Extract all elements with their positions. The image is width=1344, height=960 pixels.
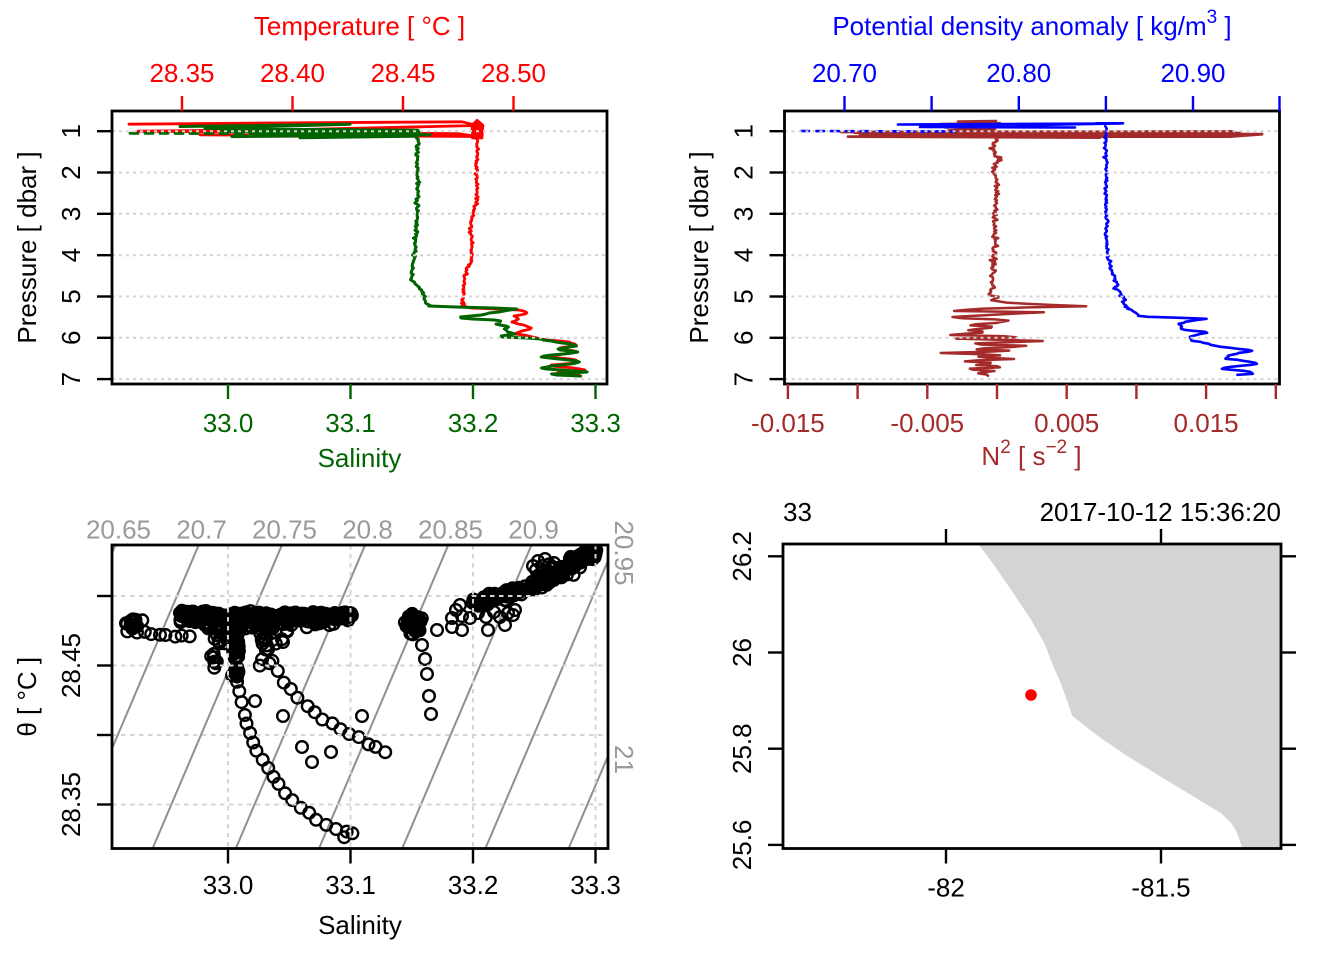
svg-text:θ [ °C ]: θ [ °C ]: [12, 657, 42, 737]
svg-text:26.2: 26.2: [727, 531, 757, 582]
svg-text:25.8: 25.8: [727, 723, 757, 774]
svg-text:3: 3: [56, 207, 86, 221]
svg-text:20.70: 20.70: [812, 58, 877, 88]
svg-text:Salinity: Salinity: [318, 443, 402, 473]
svg-text:28.40: 28.40: [260, 58, 325, 88]
svg-text:1: 1: [56, 124, 86, 138]
svg-text:Temperature [ °C ]: Temperature [ °C ]: [254, 11, 465, 41]
svg-text:28.35: 28.35: [149, 58, 214, 88]
svg-text:0.005: 0.005: [1034, 408, 1099, 438]
svg-text:33.2: 33.2: [448, 408, 499, 438]
svg-text:33.1: 33.1: [325, 408, 376, 438]
svg-text:33.0: 33.0: [203, 870, 254, 900]
svg-text:20.85: 20.85: [418, 515, 483, 545]
svg-text:20.9: 20.9: [508, 515, 559, 545]
svg-text:33.1: 33.1: [325, 870, 376, 900]
svg-text:20.7: 20.7: [176, 515, 227, 545]
svg-text:2: 2: [729, 165, 759, 179]
svg-text:33: 33: [783, 497, 812, 527]
svg-text:26: 26: [727, 638, 757, 667]
svg-text:6: 6: [56, 331, 86, 345]
svg-text:5: 5: [56, 289, 86, 303]
svg-text:Pressure [ dbar ]: Pressure [ dbar ]: [12, 151, 42, 343]
svg-text:28.50: 28.50: [481, 58, 546, 88]
svg-text:33.3: 33.3: [570, 870, 621, 900]
svg-text:7: 7: [56, 372, 86, 386]
svg-text:25.6: 25.6: [727, 820, 757, 871]
svg-text:6: 6: [729, 331, 759, 345]
svg-text:-82: -82: [927, 873, 965, 903]
svg-text:Potential density anomaly [ kg: Potential density anomaly [ kg/m3 ]: [832, 7, 1231, 42]
svg-text:Salinity: Salinity: [318, 910, 402, 940]
svg-text:3: 3: [729, 207, 759, 221]
svg-text:7: 7: [729, 372, 759, 386]
svg-text:0.015: 0.015: [1174, 408, 1239, 438]
svg-text:20.95: 20.95: [609, 520, 639, 585]
svg-text:33.3: 33.3: [570, 408, 621, 438]
svg-text:20.80: 20.80: [986, 58, 1051, 88]
svg-text:28.45: 28.45: [370, 58, 435, 88]
svg-text:2: 2: [56, 165, 86, 179]
svg-text:2017-10-12 15:36:20: 2017-10-12 15:36:20: [1040, 497, 1281, 527]
svg-text:4: 4: [729, 248, 759, 262]
svg-text:1: 1: [729, 124, 759, 138]
svg-text:33.0: 33.0: [203, 408, 254, 438]
svg-text:5: 5: [729, 289, 759, 303]
svg-text:21: 21: [609, 745, 639, 774]
svg-text:-0.015: -0.015: [751, 408, 825, 438]
svg-text:28.35: 28.35: [56, 772, 86, 837]
svg-text:Pressure [ dbar ]: Pressure [ dbar ]: [684, 151, 714, 343]
svg-text:20.8: 20.8: [342, 515, 393, 545]
svg-text:20.90: 20.90: [1160, 58, 1225, 88]
svg-text:20.75: 20.75: [252, 515, 317, 545]
svg-text:-0.005: -0.005: [890, 408, 964, 438]
svg-text:4: 4: [56, 248, 86, 262]
svg-text:28.45: 28.45: [56, 633, 86, 698]
svg-text:N2 [ s−2 ]: N2 [ s−2 ]: [981, 437, 1081, 472]
svg-text:20.65: 20.65: [86, 515, 151, 545]
svg-text:-81.5: -81.5: [1131, 873, 1190, 903]
svg-text:33.2: 33.2: [448, 870, 499, 900]
